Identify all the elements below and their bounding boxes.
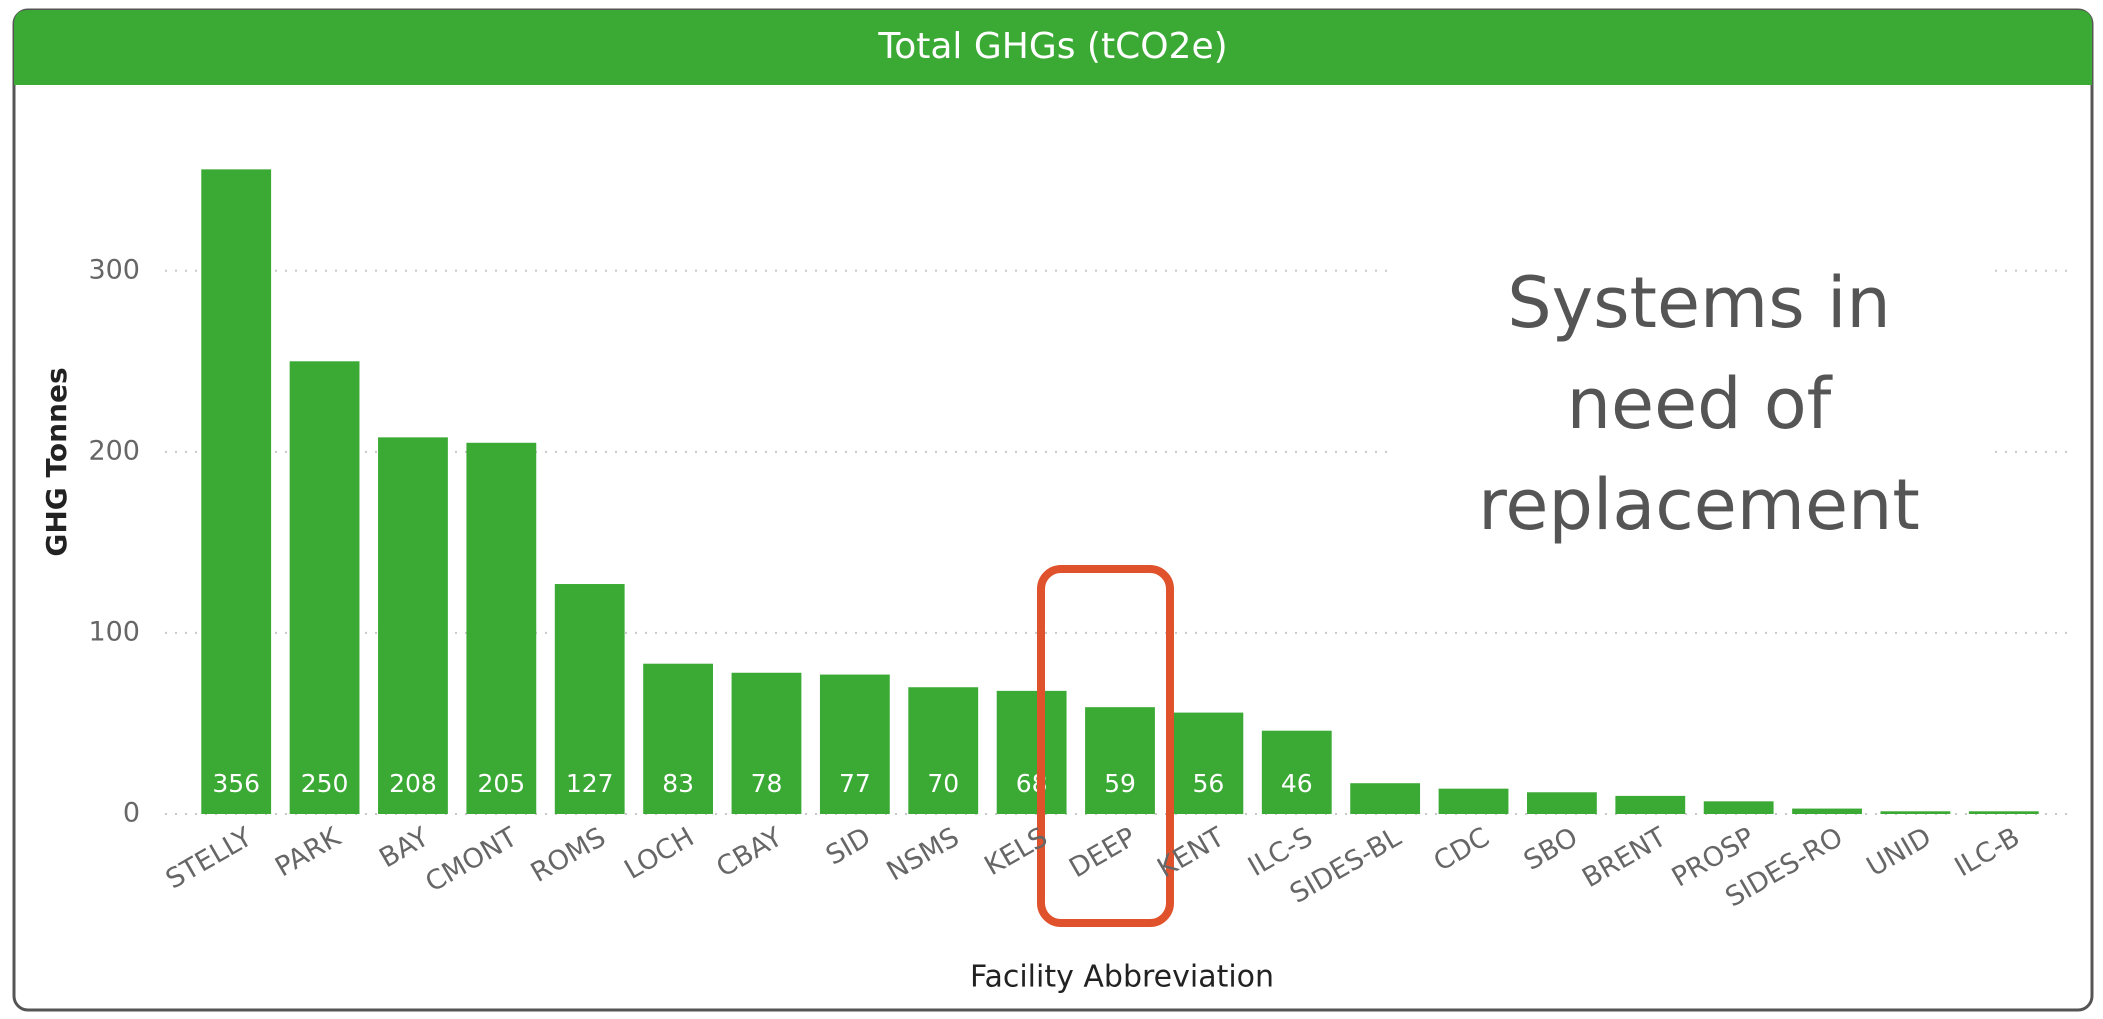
x-axis-title: Facility Abbreviation [970, 960, 1274, 995]
bar [1880, 811, 1951, 814]
bar [731, 672, 802, 814]
bar [1615, 795, 1686, 814]
bar [996, 690, 1067, 814]
y-tick-label: 200 [88, 435, 140, 466]
bar [819, 674, 890, 814]
data-label: 208 [389, 769, 437, 798]
y-axis-title: GHG Tonnes [40, 367, 73, 556]
bar [643, 663, 714, 814]
data-label: 78 [751, 769, 783, 798]
bar [1261, 730, 1332, 814]
data-label: 59 [1104, 769, 1136, 798]
y-tick-label: 0 [123, 798, 140, 829]
annotation: Systems in [1507, 262, 1891, 344]
chart-title: Total GHGs (tCO2e) [877, 26, 1227, 67]
data-label: 127 [566, 769, 614, 798]
data-label: 250 [301, 769, 349, 798]
data-label: 205 [477, 769, 525, 798]
bar [378, 437, 448, 814]
y-tick-label: 100 [88, 616, 140, 647]
highlight-box [1037, 565, 1174, 927]
bar [289, 361, 360, 814]
bar [1703, 801, 1774, 814]
bar [908, 687, 979, 814]
data-label: 77 [839, 769, 871, 798]
data-label: 46 [1281, 769, 1313, 798]
bar [201, 169, 272, 815]
bar [1350, 783, 1421, 814]
bar [1792, 808, 1862, 814]
annotation: need of [1567, 363, 1833, 445]
data-label: 70 [927, 769, 959, 798]
data-label: 83 [662, 769, 694, 798]
bar [1968, 811, 2039, 814]
header [14, 10, 2092, 85]
data-label: 56 [1192, 769, 1224, 798]
bar [554, 584, 625, 814]
bar [1085, 707, 1155, 814]
bar [1173, 712, 1244, 814]
bar [1438, 788, 1509, 814]
annotation-background [1395, 240, 1995, 570]
data-label: 356 [212, 769, 260, 798]
annotation: replacement [1478, 464, 1920, 546]
bar [1526, 792, 1597, 814]
y-tick-label: 300 [88, 254, 140, 285]
bar [466, 442, 537, 814]
